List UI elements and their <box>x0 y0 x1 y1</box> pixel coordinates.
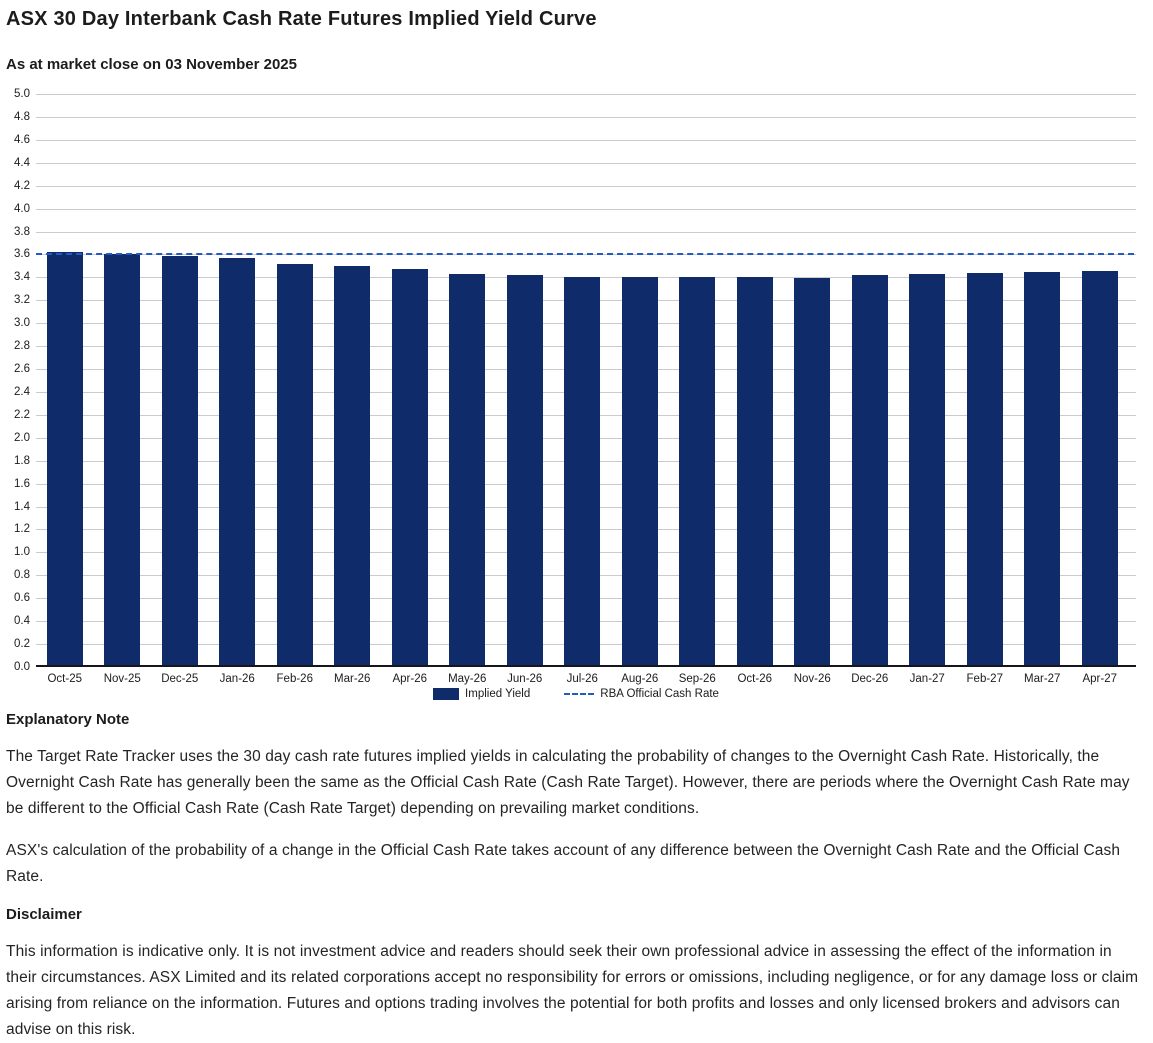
y-axis-tick-label: 1.6 <box>14 477 30 490</box>
y-axis-tick-label: 1.8 <box>14 454 30 467</box>
x-axis-tick-label: Apr-27 <box>1082 673 1118 685</box>
x-axis-tick-label: Dec-25 <box>161 673 199 685</box>
legend-item-implied-yield: Implied Yield <box>433 688 530 700</box>
x-axis-tick-label: Oct-25 <box>47 673 83 685</box>
implied-yield-bar-Nov-25 <box>104 253 141 665</box>
y-axis-tick-label: 3.8 <box>14 225 30 238</box>
y-axis-tick-label: 2.0 <box>14 431 30 444</box>
x-axis-tick-label: May-26 <box>448 673 487 685</box>
notes-section: Explanatory Note The Target Rate Tracker… <box>6 711 1146 1043</box>
implied-yield-bar-Oct-26 <box>736 277 773 665</box>
y-axis-tick-label: 0.4 <box>14 615 30 628</box>
legend-label-rba-rate: RBA Official Cash Rate <box>600 688 719 700</box>
x-axis-tick-label: Nov-25 <box>103 673 141 685</box>
rba-official-cash-rate-line <box>36 253 1134 256</box>
disclaimer-heading: Disclaimer <box>6 906 82 923</box>
gridline-4.0 <box>36 208 1136 210</box>
x-axis-tick-label: Jan-27 <box>909 673 945 685</box>
implied-yield-bar-Dec-26 <box>851 275 888 665</box>
x-axis-tick-label: Sep-26 <box>678 673 716 685</box>
implied-yield-bar-Apr-26 <box>391 269 428 665</box>
x-axis-tick-label: Dec-26 <box>851 673 889 685</box>
gridline-3.8 <box>36 231 1136 233</box>
implied-yield-bar-May-26 <box>449 274 486 665</box>
yield-curve-chart: 5.0 4.8 4.6 4.4 4.2 4.0 3.8 3.6 3.4 3.2 3.0 2.8 2.6 2… <box>6 87 1146 700</box>
y-axis-tick-label: 3.4 <box>14 271 30 284</box>
implied-yield-bar-Oct-25 <box>46 252 83 665</box>
y-axis-tick-label: 4.2 <box>14 179 30 192</box>
chart-x-axis-labels: Oct-25 Nov-25 Dec-25 Jan-26 Feb-26 Mar-26 Apr-… <box>36 673 1136 687</box>
gridline-4.8 <box>36 116 1136 118</box>
y-axis-tick-label: 0.6 <box>14 592 30 605</box>
y-axis-tick-label: 1.0 <box>14 546 30 559</box>
legend-item-rba-rate: RBA Official Cash Rate <box>564 688 719 700</box>
page: ASX 30 Day Interbank Cash Rate Futures I… <box>6 8 1146 1038</box>
gridline-5.0 <box>36 94 1136 95</box>
y-axis-tick-label: 4.0 <box>14 202 30 215</box>
y-axis-tick-label: 1.2 <box>14 523 30 536</box>
rba-cash-rate-dashed-line-icon <box>564 693 595 695</box>
y-axis-tick-label: 0.0 <box>14 661 30 673</box>
implied-yield-bar-Sep-26 <box>679 277 716 665</box>
y-axis-tick-label: 5.0 <box>14 88 30 100</box>
y-axis-tick-label: 4.4 <box>14 156 30 169</box>
y-axis-tick-label: 4.6 <box>14 133 30 146</box>
x-axis-tick-label: Nov-26 <box>793 673 831 685</box>
implied-yield-bar-Aug-26 <box>621 277 658 665</box>
implied-yield-bar-Apr-27 <box>1081 270 1118 665</box>
gridline-4.6 <box>36 139 1136 141</box>
x-axis-tick-label: Mar-27 <box>1024 673 1061 685</box>
y-axis-tick-label: 4.8 <box>14 110 30 123</box>
y-axis-tick-label: 2.8 <box>14 340 30 353</box>
legend-label-implied-yield: Implied Yield <box>465 688 531 700</box>
y-axis-tick-label: 2.6 <box>14 363 30 376</box>
implied-yield-bar-Nov-26 <box>794 277 831 665</box>
x-axis-tick-label: Oct-26 <box>737 673 773 685</box>
implied-yield-bar-Mar-27 <box>1024 271 1061 665</box>
gridline-4.2 <box>36 185 1136 187</box>
implied-yield-bar-Jun-26 <box>506 274 543 665</box>
chart-legend: Implied Yield RBA Official Cash Rate <box>6 688 1146 700</box>
x-axis-tick-label: Aug-26 <box>621 673 659 685</box>
x-axis-tick-label: Mar-26 <box>334 673 371 685</box>
implied-yield-bar-Jul-26 <box>564 276 601 665</box>
y-axis-tick-label: 3.0 <box>14 317 30 330</box>
y-axis-tick-label: 0.8 <box>14 569 30 582</box>
x-axis-tick-label: Feb-27 <box>966 673 1003 685</box>
implied-yield-bar-Mar-26 <box>334 266 371 665</box>
implied-yield-swatch-icon <box>433 688 460 700</box>
implied-yield-bar-Feb-27 <box>966 273 1003 665</box>
page-title: ASX 30 Day Interbank Cash Rate Futures I… <box>6 8 597 30</box>
implied-yield-bar-Dec-25 <box>161 256 198 665</box>
page-subtitle: As at market close on 03 November 2025 <box>6 56 297 73</box>
y-axis-tick-label: 2.2 <box>14 408 30 421</box>
disclaimer-paragraph: This information is indicative only. It … <box>6 943 1139 1038</box>
x-axis-tick-label: Feb-26 <box>276 673 313 685</box>
y-axis-tick-label: 3.2 <box>14 294 30 307</box>
y-axis-tick-label: 0.2 <box>14 638 30 651</box>
gridline-4.4 <box>36 162 1136 164</box>
explanatory-note-paragraph-1: The Target Rate Tracker uses the 30 day … <box>6 748 1130 817</box>
x-axis-tick-label: Jul-26 <box>566 673 598 685</box>
implied-yield-bar-Jan-26 <box>219 257 256 665</box>
x-axis-tick-label: Jun-26 <box>507 673 543 685</box>
y-axis-tick-label: 2.4 <box>14 385 30 398</box>
y-axis-tick-label: 1.4 <box>14 500 30 513</box>
x-axis-tick-label: Apr-26 <box>392 673 428 685</box>
y-axis-tick-label: 3.6 <box>14 248 30 261</box>
explanatory-note-heading: Explanatory Note <box>6 711 130 728</box>
x-axis-tick-label: Jan-26 <box>219 673 255 685</box>
explanatory-note-paragraph-2: ASX's calculation of the probability of … <box>6 842 1121 885</box>
implied-yield-bar-Jan-27 <box>909 274 946 665</box>
implied-yield-bar-Feb-26 <box>276 263 313 665</box>
chart-plot-area: 5.0 4.8 4.6 4.4 4.2 4.0 3.8 3.6 3.4 3.2 3.0 2.8 2.6 2… <box>14 88 1136 673</box>
